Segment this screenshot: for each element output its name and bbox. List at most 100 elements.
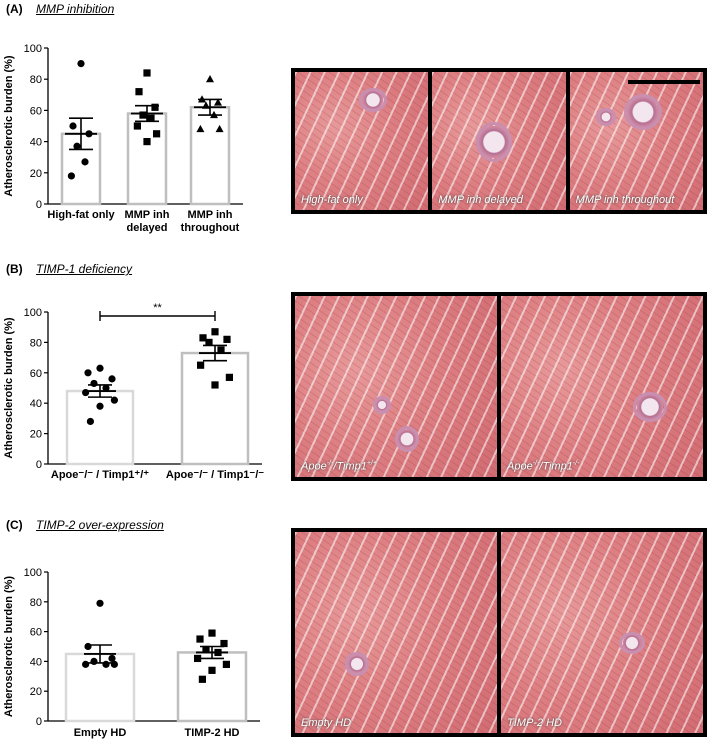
data-point [208,629,216,637]
data-point [222,660,230,668]
data-point [196,124,205,133]
y-tick-label: 80 [30,337,42,349]
y-tick-label: 20 [30,168,42,180]
panel-a-letter: (A) [6,2,23,16]
data-point [143,69,151,77]
y-tick-label: 80 [30,597,42,609]
significance-label: ** [153,302,162,314]
caption-gene-2: /Timp1 [539,461,573,473]
bar [64,652,136,723]
data-point [197,361,205,369]
data-point [67,172,75,180]
y-tick-label: 100 [24,307,42,319]
panel-b-title: TIMP-1 deficiency [36,262,133,276]
caption-gene-1: Apoe [301,461,327,473]
data-point [211,381,219,389]
data-point [220,639,228,648]
vessel-lesion [619,632,645,654]
y-tick-label: 60 [30,627,42,639]
data-point [108,375,116,383]
vessel-lesion [595,108,616,126]
data-point [147,114,155,122]
data-point [102,384,110,392]
x-tick-label: MMP inh [187,209,232,221]
data-point [215,124,224,133]
data-point [196,635,204,643]
x-tick-label: Apoe⁻/⁻ / Timp1⁻/⁻ [166,469,264,481]
caption-genotype-1: -/- [326,460,334,468]
data-point [211,328,219,336]
data-point [214,98,222,106]
data-point [108,654,116,663]
data-point [202,645,210,654]
image-caption: Apoe-/-/Timp1-/- [507,460,579,473]
x-tick-label: TIMP-2 HD [185,727,240,739]
data-point [205,338,213,346]
y-tick-label: 0 [36,459,42,471]
y-tick-label: 0 [36,716,42,728]
data-point [217,346,225,354]
data-point [143,138,151,146]
histology-image-apoe-timp1-wt: Apoe-/-/Timp1+/+ [295,296,497,477]
data-point [84,369,92,377]
data-point [96,364,104,372]
panel-c-header: (C) TIMP-2 over-expression [6,518,164,532]
vessel-lesion [345,652,369,676]
image-caption: TIMP-2 HD [507,717,562,729]
data-point [90,657,98,665]
bar [176,651,248,723]
data-point [110,660,118,668]
x-tick-label: Empty HD [74,727,127,739]
bar [180,351,250,466]
image-caption: MMP inh throughout [575,194,675,206]
y-axis-label: Atherosclerotic burden (%) [3,317,15,459]
histology-image-mmp-delayed: MMP inh delayed [432,72,566,210]
y-axis-label: Atherosclerotic burden (%) [3,576,15,718]
data-point [86,417,94,426]
caption-gene-2: /Timp1 [333,461,367,473]
caption-genotype-1: -/- [532,460,540,468]
scale-bar [627,80,700,84]
panel-c-histology: Empty HD TIMP-2 HD [291,528,707,737]
image-caption: Apoe-/-/Timp1+/+ [301,460,377,473]
y-tick-label: 60 [30,105,42,117]
panel-a-histology: High-fat only MMP inh delayed MMP inh th… [291,68,707,214]
caption-genotype-2: +/+ [366,460,377,468]
data-point [82,388,90,397]
bar [126,112,168,206]
data-point [96,599,104,607]
data-point [139,111,147,119]
panel-b-chart: Atherosclerotic burden (%) 0 20 40 60 80 100 Ap… [3,302,264,481]
y-tick-label: 60 [30,368,42,380]
caption-genotype-2: -/- [572,460,580,468]
y-tick-label: 40 [30,398,42,410]
caption-gene-1: Apoe [507,461,533,473]
x-tick-label: High-fat only [47,209,115,221]
image-caption: High-fat only [301,194,363,206]
panel-a-title: MMP inhibition [36,2,115,16]
panel-c-title: TIMP-2 over-expression [36,518,164,532]
histology-image-timp2-hd: TIMP-2 HD [501,532,703,733]
data-point [206,75,214,83]
data-point [225,373,233,381]
bar [65,389,135,466]
y-axis-label: Atherosclerotic burden (%) [3,55,15,197]
data-point [199,334,207,342]
data-point [208,666,216,674]
data-point [90,379,98,388]
x-tick-label: MMP inh [124,209,169,221]
y-tick-label: 20 [30,686,42,698]
panel-a-chart: Atherosclerotic burden (%) 0 20 40 60 80 100 Hi… [3,43,243,234]
data-point [110,396,118,404]
vessel-lesion [359,88,387,112]
y-tick-label: 20 [30,429,42,441]
panel-c-chart: Atherosclerotic burden (%) 0 20 40 60 80 100 Em… [3,567,260,739]
y-tick-label: 40 [30,137,42,149]
histology-image-empty-hd: Empty HD [295,532,497,733]
panel-c-letter: (C) [6,518,23,532]
y-tick-label: 40 [30,656,42,668]
bar [189,106,231,206]
panel-b-header: (B) TIMP-1 deficiency [6,262,132,276]
data-point [151,103,159,111]
image-caption: Empty HD [301,717,352,729]
